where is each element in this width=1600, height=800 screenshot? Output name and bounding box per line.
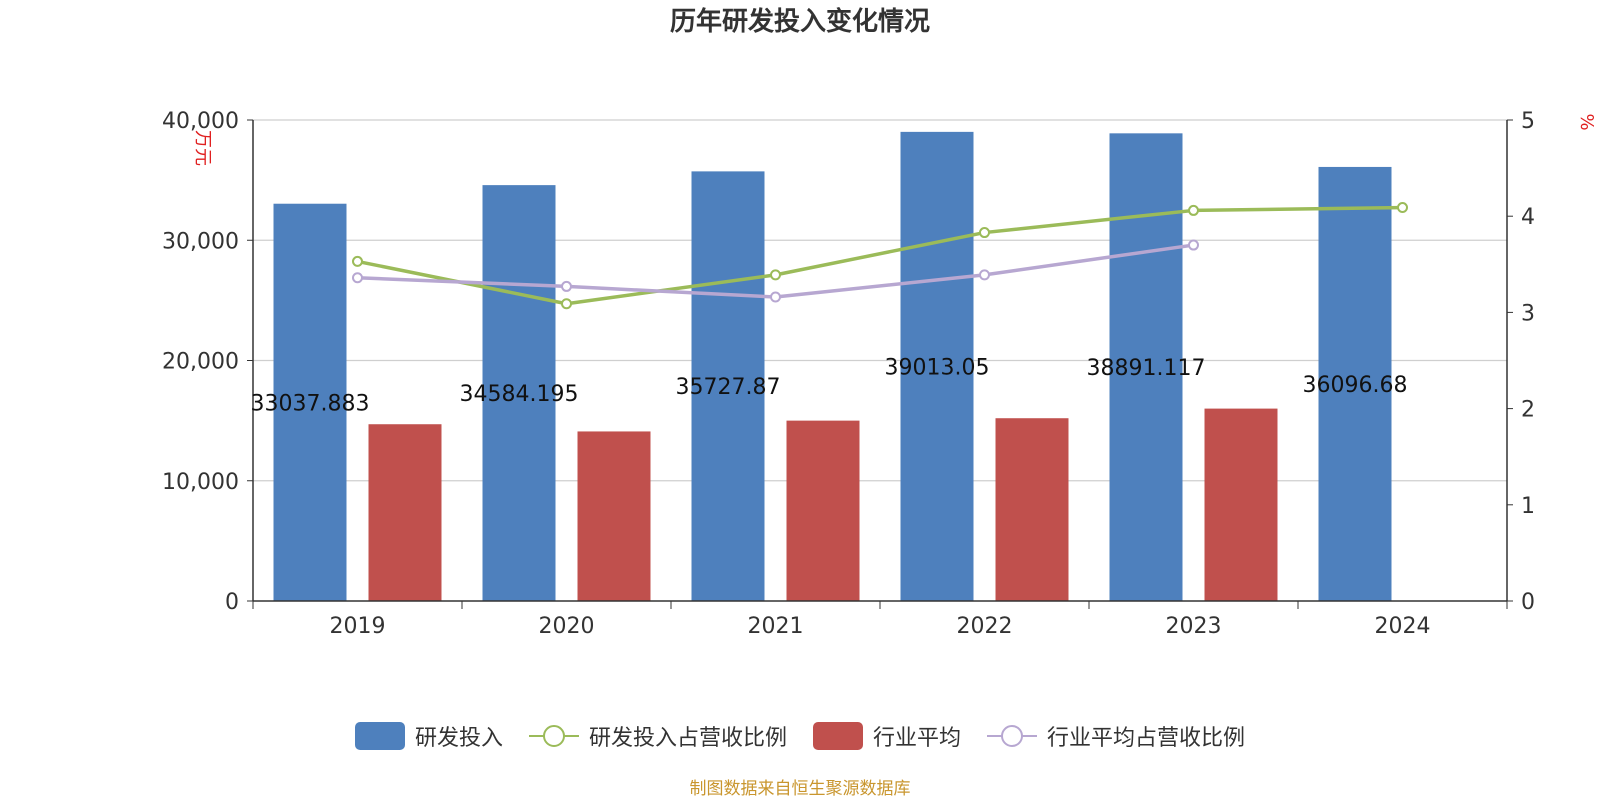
legend-swatch-rd-ratio: [528, 725, 579, 747]
point-industry-ratio: [561, 280, 572, 292]
axes: 0 10,000 20,000 30,000 40,000 0 1 2 3 4 5 2019 2020 2…: [162, 109, 1597, 639]
y-left-tick-label: 30,000: [162, 229, 239, 254]
point-rd-ratio: [770, 269, 781, 281]
bar-rd-investment: [273, 203, 347, 601]
y-right-tick-label: 0: [1521, 590, 1535, 615]
legend-swatch-industry-average: [813, 722, 863, 750]
bar-industry-average: [995, 418, 1069, 601]
point-industry-ratio: [979, 269, 990, 281]
bars: [273, 131, 1392, 601]
bar-industry-average: [368, 424, 442, 601]
bar-industry-average: [1204, 408, 1278, 601]
legend-label-rd-ratio: 研发投入占营收比例: [588, 726, 787, 751]
gridlines: [253, 119, 1507, 482]
point-industry-ratio: [352, 272, 363, 284]
x-tick-label: 2023: [1166, 614, 1222, 639]
lines: [352, 202, 1408, 310]
legend-item-industry-ratio[interactable]: 行业平均占营收比例: [987, 720, 1245, 752]
bar-rd-investment: [900, 131, 974, 601]
y-left-axis-label: 万元: [192, 130, 213, 166]
line-rd-ratio: [357, 205, 1403, 306]
bar-data-label: 36096.68: [1303, 373, 1408, 398]
y-right-tick-label: 5: [1521, 109, 1535, 134]
bar-data-label: 39013.05: [885, 355, 990, 380]
legend-swatch-industry-ratio: [987, 725, 1038, 747]
point-rd-ratio: [979, 227, 990, 239]
bar-industry-average: [577, 431, 651, 601]
bar-rd-investment: [691, 171, 765, 601]
legend-swatch-rd-investment: [354, 722, 405, 750]
x-tick-label: 2022: [957, 614, 1013, 639]
data-labels: 33037.883 34584.195 35727.87 39013.05 38891.…: [251, 355, 1408, 416]
point-rd-ratio: [561, 298, 572, 310]
legend-item-rd-ratio[interactable]: 研发投入占营收比例: [528, 720, 787, 752]
legend-item-rd-investment[interactable]: 研发投入: [354, 720, 503, 752]
bar-rd-investment: [482, 185, 556, 601]
legend-label-industry-ratio: 行业平均占营收比例: [1047, 726, 1246, 751]
y-right-tick-label: 4: [1521, 205, 1535, 230]
y-right-axis-label: %: [1576, 113, 1597, 130]
bar-data-label: 34584.195: [460, 382, 579, 407]
bar-data-label: 35727.87: [676, 375, 781, 400]
legend-label-industry-average: 行业平均: [873, 726, 962, 751]
bar-data-label: 33037.883: [251, 391, 370, 416]
point-industry-ratio: [770, 291, 781, 303]
y-left-tick-label: 0: [225, 590, 239, 615]
x-tick-label: 2024: [1375, 614, 1431, 639]
chart-title: 历年研发投入变化情况: [669, 7, 930, 37]
x-tick-label: 2019: [330, 614, 386, 639]
y-left-tick-label: 10,000: [162, 470, 239, 495]
legend-label-rd-investment: 研发投入: [414, 726, 503, 751]
x-tick-label: 2020: [539, 614, 595, 639]
point-rd-ratio: [352, 255, 363, 267]
x-tick-label: 2021: [748, 614, 804, 639]
y-left-tick-label: 40,000: [162, 109, 239, 134]
legend-item-industry-average[interactable]: 行业平均: [813, 720, 961, 752]
bar-data-label: 38891.117: [1087, 356, 1206, 381]
bar-rd-investment: [1318, 166, 1392, 601]
y-right-tick-label: 2: [1521, 398, 1535, 423]
y-right-tick-label: 1: [1521, 494, 1535, 519]
y-left-tick-label: 20,000: [162, 350, 239, 375]
point-rd-ratio: [1188, 204, 1199, 216]
point-industry-ratio: [1188, 239, 1199, 251]
y-right-tick-label: 3: [1521, 301, 1535, 326]
legend: 研发投入 研发投入占营收比例 行业平均 行业平均占营收比例: [0, 716, 1600, 756]
point-rd-ratio: [1397, 202, 1408, 214]
bar-industry-average: [786, 420, 860, 601]
footer-source: 制图数据来自恒生聚源数据库: [689, 779, 911, 799]
